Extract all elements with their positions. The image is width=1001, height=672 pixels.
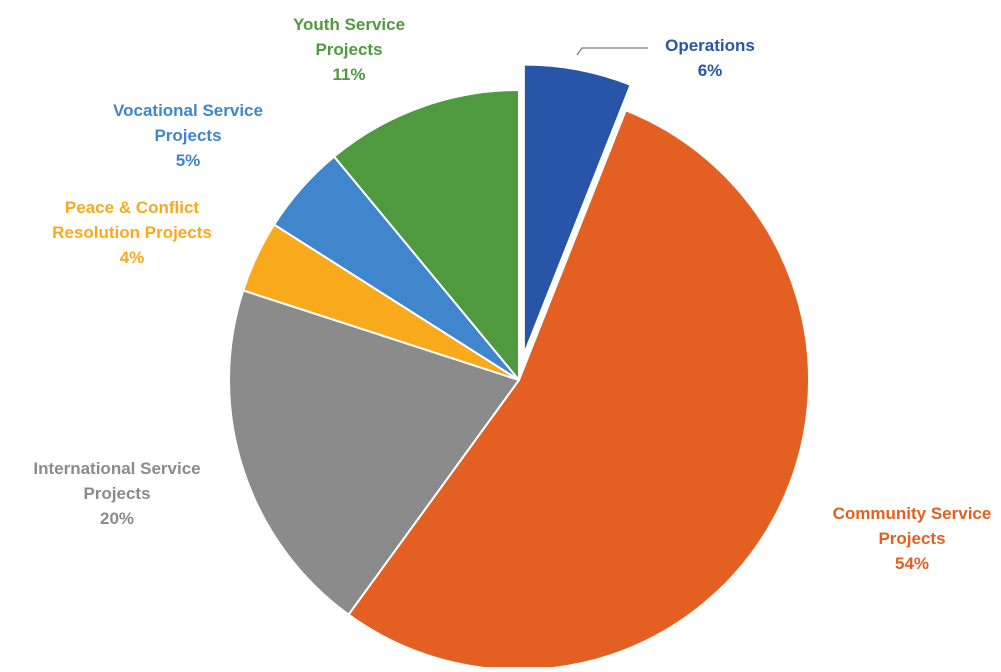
data-label-community-service-projects: Community Service Projects 54% (833, 504, 992, 573)
leader-line-operations (576, 47, 648, 56)
data-label-vocational-service-projects: Vocational Service Projects 5% (113, 101, 263, 170)
category-label-line: Projects (83, 484, 150, 503)
percent-label: 11% (332, 65, 365, 84)
slices-layer (228, 63, 810, 671)
data-label-peace-and-conflict-resolution-projects: Peace & Conflict Resolution Projects 4% (52, 198, 212, 267)
category-label-line: Youth Service (293, 15, 405, 34)
percent-label: 4% (120, 248, 145, 267)
data-label-youth-service-projects: Youth Service Projects 11% (293, 15, 405, 84)
category-label-line: Projects (315, 40, 382, 59)
category-label-line: Vocational Service (113, 101, 263, 120)
pie-slice-youth-service-projects (333, 89, 520, 381)
percent-label: 54% (895, 554, 929, 573)
category-label-line: Community Service (833, 504, 992, 523)
leaders-layer (576, 47, 648, 56)
data-label-international-service-projects: International Service Projects 20% (33, 459, 200, 528)
category-label-line: Operations (665, 36, 755, 55)
category-label-line: Peace & Conflict (65, 198, 199, 217)
pie-slice-operations (522, 63, 632, 356)
category-label-line: Projects (878, 529, 945, 548)
percent-label: 5% (176, 151, 201, 170)
category-label-line: Resolution Projects (52, 223, 212, 242)
labels-layer: Operations 6% Community Service Projects 54%… (33, 15, 991, 573)
pie-slice-international-service-projects (228, 289, 520, 616)
data-label-operations: Operations 6% (665, 36, 755, 80)
category-label-line: International Service (33, 459, 200, 478)
percent-label: 6% (698, 61, 723, 80)
category-label-line: Projects (154, 126, 221, 145)
percent-label: 20% (100, 509, 134, 528)
